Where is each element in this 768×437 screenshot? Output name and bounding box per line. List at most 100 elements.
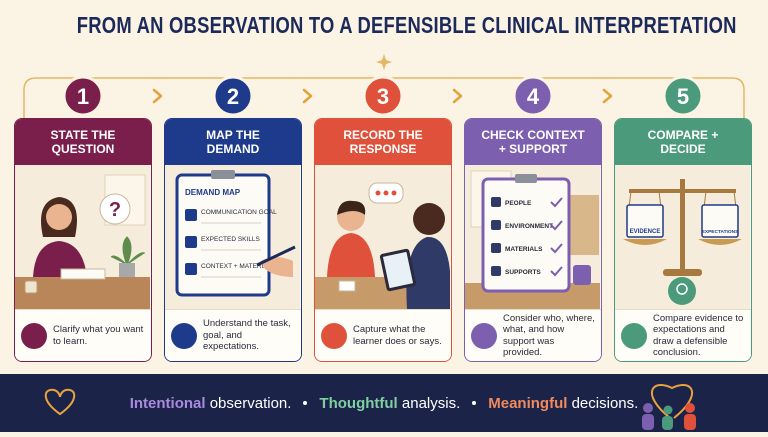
separator [472,401,477,405]
family-person [662,416,673,430]
pen [256,245,296,267]
family-person [642,414,654,430]
footer-highlight: Meaningful [488,394,568,412]
adult-head [413,203,445,235]
checkmark [550,197,563,208]
step-description-row: Consider who, where, what, and how suppo… [465,309,601,361]
footer-highlight: Thoughtful [319,394,398,412]
step-illustration: EVIDENCE EXPECTATIONS [615,165,750,309]
scale-board [701,204,739,238]
step-illustration [315,165,450,309]
idea-circle [668,277,696,305]
step-card: COMPARE + DECIDE EVIDENCE EXPECTATIONS Comp… [614,118,752,362]
mug [573,265,591,285]
map-item: EXPECTED SKILLS [201,236,261,243]
page-title: FROM AN OBSERVATION TO A DEFENSIBLE CLIN… [76,12,737,38]
clip [211,170,235,179]
step-description-row: Understand the task, goal, and expectati… [165,309,301,361]
step-badge [362,75,404,117]
item-icon [185,209,197,221]
step-description-row: Clarify what you want to learn. [15,309,151,361]
step-title: MAP THE DEMAND [165,119,301,165]
item-icon [491,243,501,253]
step-illustration: DEMAND MAP COMMUNICATION GOAL EXPECTED SKI… [165,165,300,309]
star [376,54,392,70]
scale-pan [698,239,742,245]
bubble-dot [383,190,389,196]
step-description: Consider who, where, what, and how suppo… [503,312,595,359]
check-item: PEOPLE [505,200,532,207]
footer-text: observation. [209,394,292,412]
step-number: 4 [527,84,540,109]
map-heading: DEMAND MAP [185,188,241,197]
mug [24,280,38,294]
heart-icon [44,388,76,416]
thought-bubble [99,193,131,225]
hand [261,257,293,277]
step-badge [212,75,254,117]
tablet-screen [382,251,414,289]
scale-pan [623,239,667,245]
step-illustration: PEOPLE ENVIRONMENT MATERIALS SUPPORTS [465,165,600,309]
map-item: CONTEXT + MATERIALS [201,263,276,270]
step-icon [321,322,347,349]
notebook [60,268,106,280]
checkmark [550,243,563,254]
item-icon [185,236,197,248]
step-icon [621,322,647,349]
card-toy [338,280,356,292]
step-description: Understand the task, goal, and expectati… [203,318,291,353]
footer: Intentional observation. Thoughtful analy… [0,374,768,432]
child-hair [337,200,366,215]
step-icon [171,322,197,349]
bubble-dot [375,190,381,196]
footer-phrase: Meaningful decisions. [488,395,638,412]
desk [15,277,150,309]
step-arrow [452,88,463,104]
head [46,204,72,230]
family-person [663,405,673,415]
body [33,241,87,277]
step-description-row: Capture what the learner does or says. [315,309,451,361]
map-item: COMMUNICATION GOAL [201,209,277,216]
check-item: MATERIALS [505,246,543,253]
step-description-row: Compare evidence to expectations and dra… [615,309,751,361]
check-item: SUPPORTS [505,269,541,276]
step-card: STATE THE QUESTION? Clarify what you want… [14,118,152,362]
step-arrow [602,88,613,104]
separator [303,401,308,405]
step-badge [662,75,704,117]
step-title: CHECK CONTEXT + SUPPORT [465,119,601,165]
bubble-dot [391,190,397,196]
step-badge [512,75,554,117]
step-card: MAP THE DEMAND DEMAND MAP COMMUNICATION GO… [164,118,302,362]
scale-board [626,204,664,238]
footer-text: analysis. [401,394,461,412]
footer-highlight: Intentional [129,394,206,412]
step-icon [21,322,47,349]
step-description: Compare evidence to expectations and dra… [653,312,744,359]
scale-label: EVIDENCE [630,229,661,235]
step-number: 5 [677,84,689,109]
adult [406,236,450,309]
step-description: Clarify what you want to learn. [53,324,144,347]
family-person [643,403,653,413]
item-icon [491,266,501,276]
pot [119,263,135,277]
footer-icons [44,383,696,430]
step-card: CHECK CONTEXT + SUPPORT PEOPLE ENVIRONMENT… [464,118,602,362]
family-person [684,414,696,430]
step-arrow [152,88,163,104]
footer-phrase: Thoughtful analysis. [319,395,460,412]
family-person [685,403,695,413]
check-item: ENVIRONMENT [505,223,553,230]
shelf [569,195,599,255]
step-number: 2 [227,84,239,109]
checkmark [550,220,563,231]
step-badge [62,75,104,117]
step-card: RECORD THE RESPONSE Capture what the lear… [314,118,452,362]
scale-label: EXPECTATIONS [702,229,739,235]
checkmark [550,266,563,277]
